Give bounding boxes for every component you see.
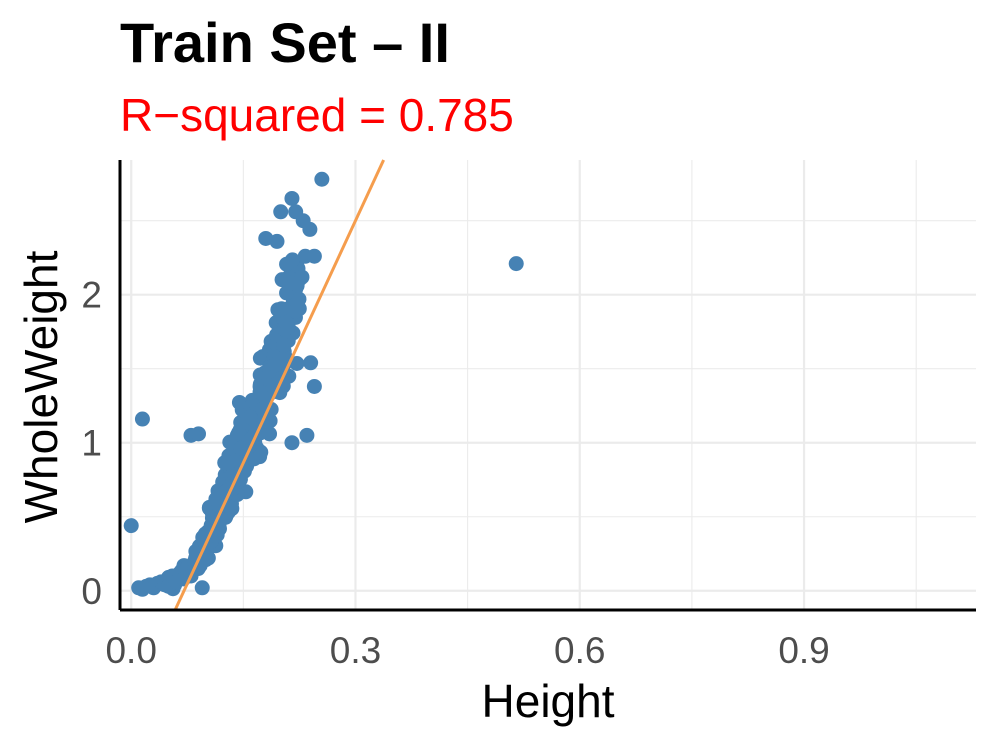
data-point xyxy=(284,190,300,206)
data-point xyxy=(278,315,294,331)
data-point xyxy=(269,233,285,249)
fit-line-group xyxy=(173,159,385,611)
data-point xyxy=(220,455,236,471)
data-point xyxy=(289,355,305,371)
data-point xyxy=(123,518,139,534)
data-point xyxy=(303,355,319,371)
data-point xyxy=(291,291,307,307)
data-point xyxy=(287,303,303,319)
x-tick-label: 0.6 xyxy=(554,630,605,671)
axes xyxy=(118,160,976,612)
data-point xyxy=(194,580,210,596)
chart-title: Train Set – II xyxy=(120,11,450,74)
data-point xyxy=(508,256,524,272)
data-point xyxy=(283,275,299,291)
chart-subtitle: R−squared = 0.785 xyxy=(120,89,514,141)
data-point xyxy=(253,444,269,460)
data-point xyxy=(276,337,292,353)
data-point xyxy=(252,384,268,400)
data-point xyxy=(231,425,247,441)
x-tick-label: 0.3 xyxy=(330,630,381,671)
data-point xyxy=(231,394,247,410)
data-point xyxy=(224,501,240,517)
x-axis-label: Height xyxy=(482,675,615,727)
y-tick-label: 0 xyxy=(81,571,102,612)
data-point xyxy=(274,301,290,317)
data-point xyxy=(267,357,283,373)
data-point xyxy=(295,213,311,229)
data-point xyxy=(242,409,258,425)
data-point xyxy=(284,435,300,451)
y-tick-label: 1 xyxy=(81,423,102,464)
data-point xyxy=(262,426,278,442)
data-point xyxy=(279,256,295,272)
data-point xyxy=(314,171,330,187)
x-tick-label: 0.0 xyxy=(105,630,156,671)
y-tick-label: 2 xyxy=(81,275,102,316)
data-point xyxy=(273,204,289,220)
data-point xyxy=(134,411,150,427)
data-point xyxy=(222,434,238,450)
fit-line xyxy=(173,159,385,611)
y-axis-label: WholeWeight xyxy=(15,250,67,523)
data-point xyxy=(299,427,315,443)
data-points xyxy=(123,171,524,597)
data-point xyxy=(306,248,322,264)
tick-labels: 0.0 0.3 0.6 0.9 0 1 2 xyxy=(81,275,829,671)
data-point xyxy=(258,230,274,246)
x-tick-label: 0.9 xyxy=(778,630,829,671)
grid-lines xyxy=(120,160,976,610)
data-point xyxy=(306,378,322,394)
data-point xyxy=(190,426,206,442)
